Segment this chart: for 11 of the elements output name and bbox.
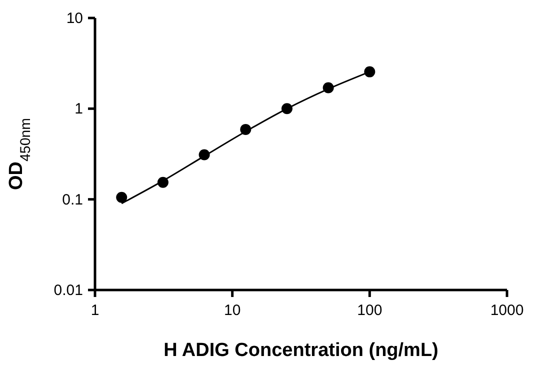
y-tick-label: 0.01: [54, 282, 83, 299]
x-tick-label: 1000: [490, 302, 524, 319]
point: [116, 192, 128, 203]
x-axis-title: H ADIG Concentration (ng/mL): [164, 340, 438, 361]
point: [364, 66, 376, 78]
x-tick-label: 10: [224, 302, 241, 319]
y-tick-label: 1: [74, 100, 83, 118]
y-tick-label: 10: [66, 10, 83, 27]
y-tick-label: 0.1: [62, 191, 83, 208]
x-tick-label: 100: [357, 302, 382, 319]
x-tick-label: 1: [90, 302, 100, 319]
